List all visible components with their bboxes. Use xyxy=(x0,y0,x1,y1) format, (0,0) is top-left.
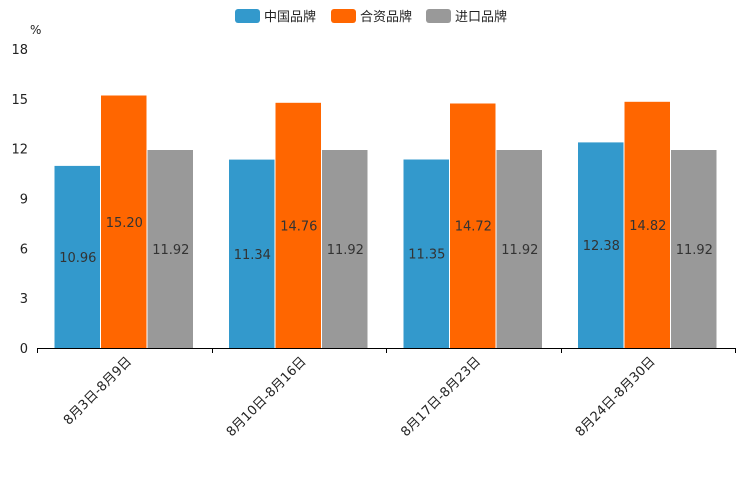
y-tick-label: 18 xyxy=(11,43,28,58)
x-axis: 8月3日-8月9日 8月10日-8月16日 8月17日-8月23日 8月24日-8月3… xyxy=(37,348,736,440)
bar xyxy=(496,150,542,348)
x-category-label: 8月17日-8月23日 xyxy=(398,354,484,440)
legend: 中国品牌 合资品牌 进口品牌 xyxy=(235,9,507,25)
data-label: 11.34 xyxy=(234,248,271,263)
bar xyxy=(322,150,368,348)
bar xyxy=(147,150,193,348)
y-tick-label: 9 xyxy=(20,193,28,208)
bar xyxy=(450,103,496,348)
y-tick-label: 15 xyxy=(11,93,28,108)
data-label: 15.20 xyxy=(106,216,143,231)
legend-swatch xyxy=(426,9,451,23)
y-axis-unit-label: % xyxy=(30,23,41,37)
y-tick-label: 12 xyxy=(11,143,28,158)
data-label: 11.92 xyxy=(501,243,538,258)
bar xyxy=(101,95,147,348)
legend-label: 中国品牌 xyxy=(264,9,316,25)
y-tick-label: 6 xyxy=(20,242,28,257)
bar xyxy=(403,159,449,348)
data-label: 14.82 xyxy=(629,219,666,234)
legend-label: 合资品牌 xyxy=(360,9,412,25)
x-category-label: 8月3日-8月9日 xyxy=(61,354,135,428)
legend-swatch xyxy=(235,9,260,23)
data-label: 11.35 xyxy=(408,248,445,263)
y-tick-label: 0 xyxy=(20,342,28,357)
data-label: 14.72 xyxy=(455,220,492,235)
data-label: 11.92 xyxy=(676,243,713,258)
bar xyxy=(578,142,624,348)
data-label: 10.96 xyxy=(59,251,96,266)
data-label: 11.92 xyxy=(327,243,364,258)
bar xyxy=(275,102,321,348)
bar xyxy=(624,101,670,348)
bar xyxy=(54,165,100,348)
data-label: 12.38 xyxy=(583,239,620,254)
x-category-label: 8月10日-8月16日 xyxy=(224,354,310,440)
x-category-label: 8月24日-8月30日 xyxy=(573,354,659,440)
data-label: 14.76 xyxy=(280,219,317,234)
y-tick-label: 3 xyxy=(20,292,28,307)
data-label: 11.92 xyxy=(152,243,189,258)
y-axis: 0 3 6 9 12 15 18 xyxy=(11,43,28,357)
bar xyxy=(229,159,275,348)
bar xyxy=(671,150,717,348)
bars: 10.96 11.34 11.35 12.38 15.20 14.76 14.72 14.82… xyxy=(54,95,717,348)
legend-label: 进口品牌 xyxy=(455,9,507,25)
legend-swatch xyxy=(331,9,356,23)
